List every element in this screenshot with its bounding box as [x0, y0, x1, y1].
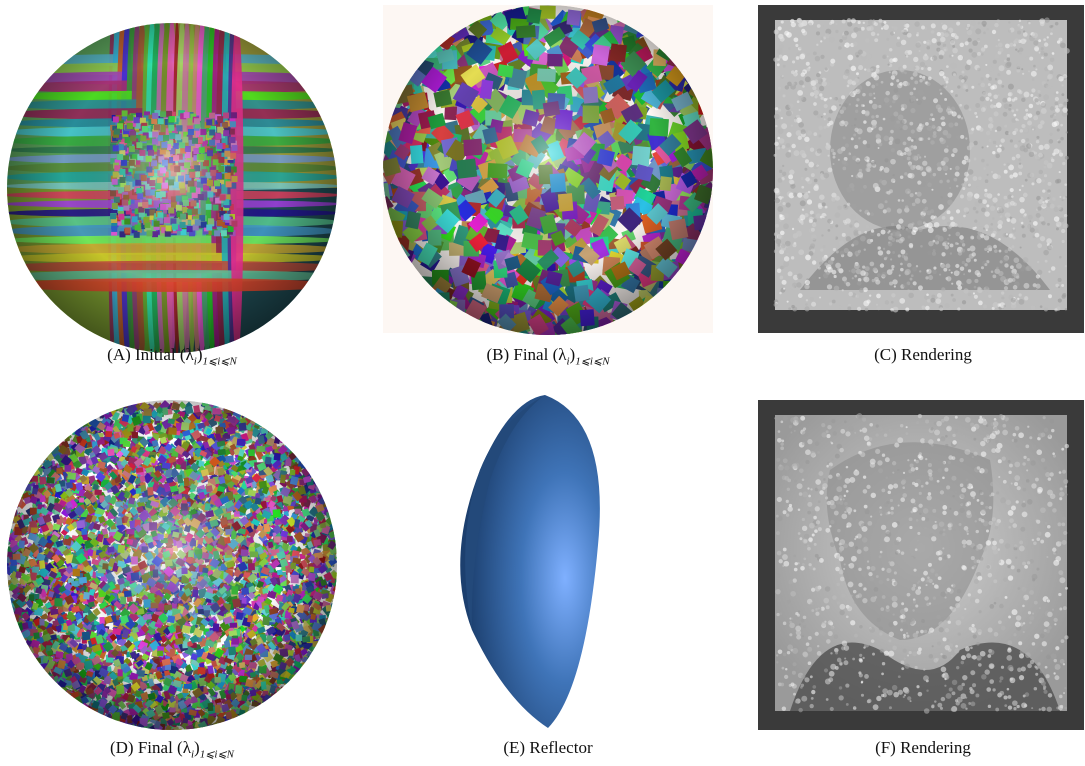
caption-part: (λ	[177, 738, 191, 757]
caption: (F) Rendering	[758, 738, 1085, 758]
caption-part: i	[566, 355, 570, 368]
caption-part: Final	[513, 345, 549, 364]
sphere-initial	[7, 23, 337, 353]
caption-part: Rendering	[901, 345, 972, 364]
caption-part: (λ	[552, 345, 567, 364]
caption: (B) Final (λi)1⩽i⩽N	[383, 345, 713, 367]
caption-part: )	[196, 345, 203, 364]
rendering-f	[758, 400, 1084, 730]
caption: (C) Rendering	[758, 345, 1085, 365]
caption-part: (D)	[109, 738, 134, 757]
caption-part: i	[190, 748, 195, 761]
sphere-final-fine	[7, 400, 337, 730]
sphere-final	[383, 5, 713, 335]
caption-part: )	[194, 738, 200, 757]
caption-part: 1⩽i⩽N	[202, 355, 237, 368]
caption-part: i	[193, 355, 197, 368]
caption-part: Final	[137, 738, 173, 757]
caption-part: )	[569, 345, 576, 364]
caption-part: (A)	[107, 345, 131, 364]
caption: (E) Reflector	[383, 738, 713, 758]
caption-part: (C)	[874, 345, 897, 364]
caption: (D) Final (λi)1⩽i⩽N	[7, 738, 337, 760]
caption-part: 1⩽i⩽N	[575, 355, 610, 368]
caption-part: (B)	[486, 345, 510, 364]
caption: (A) Initial (λi)1⩽i⩽N	[7, 345, 337, 367]
caption-part: 1⩽i⩽N	[199, 748, 235, 761]
caption-part: (E)	[503, 738, 526, 757]
rendering-c	[758, 5, 1084, 333]
reflector	[460, 395, 600, 728]
caption-part: Initial	[135, 345, 176, 364]
caption-part: Rendering	[900, 738, 971, 757]
caption-part: Reflector	[529, 738, 593, 757]
caption-part: (λ	[179, 345, 194, 364]
caption-part: (F)	[875, 738, 896, 757]
